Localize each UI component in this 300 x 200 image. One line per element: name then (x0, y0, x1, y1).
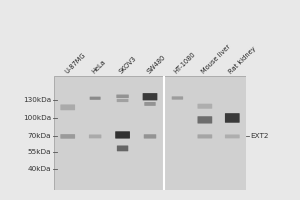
FancyBboxPatch shape (197, 116, 212, 124)
Text: U-87MG: U-87MG (64, 52, 86, 75)
Text: 70kDa: 70kDa (28, 133, 51, 139)
FancyBboxPatch shape (117, 145, 128, 151)
FancyBboxPatch shape (144, 102, 156, 106)
FancyBboxPatch shape (197, 104, 212, 109)
FancyBboxPatch shape (144, 134, 156, 139)
FancyBboxPatch shape (115, 131, 130, 139)
Text: 130kDa: 130kDa (23, 97, 51, 103)
FancyBboxPatch shape (197, 134, 212, 138)
Text: SW480: SW480 (146, 54, 166, 75)
FancyBboxPatch shape (116, 95, 129, 98)
Text: 100kDa: 100kDa (23, 115, 51, 121)
FancyBboxPatch shape (90, 97, 101, 100)
Text: SKOV3: SKOV3 (118, 55, 138, 75)
Text: 55kDa: 55kDa (28, 149, 51, 155)
FancyBboxPatch shape (225, 113, 240, 123)
FancyBboxPatch shape (172, 96, 183, 100)
FancyBboxPatch shape (60, 134, 75, 139)
Text: Rat kidney: Rat kidney (228, 45, 257, 75)
FancyBboxPatch shape (142, 93, 158, 100)
FancyBboxPatch shape (60, 104, 75, 110)
FancyBboxPatch shape (117, 99, 128, 102)
Text: HT-1080: HT-1080 (173, 51, 197, 75)
Text: Mouse liver: Mouse liver (201, 44, 232, 75)
Text: 40kDa: 40kDa (28, 166, 51, 172)
Text: EXT2: EXT2 (250, 133, 268, 139)
FancyBboxPatch shape (225, 134, 240, 138)
FancyBboxPatch shape (89, 134, 101, 138)
Text: HeLa: HeLa (91, 59, 107, 75)
